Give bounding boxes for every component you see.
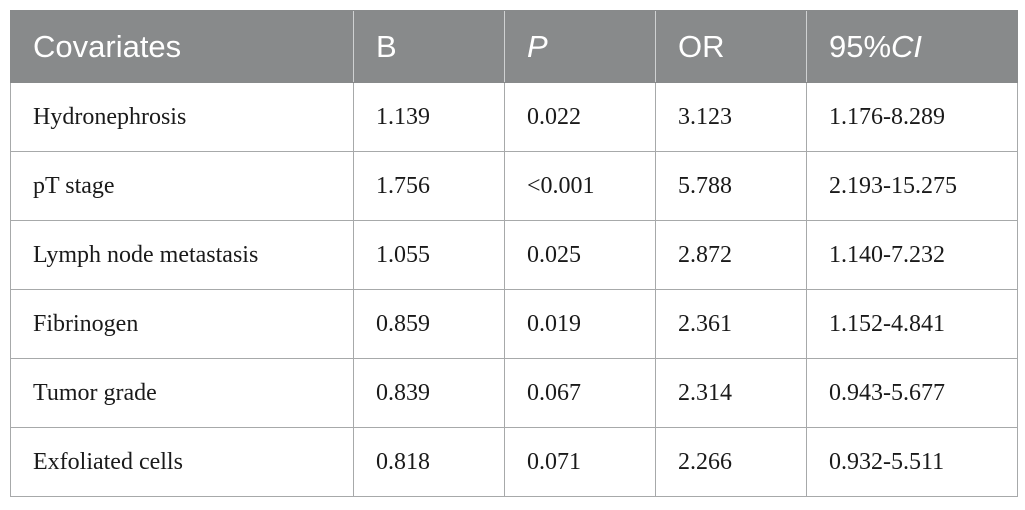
cell-covariate: Fibrinogen	[10, 289, 354, 359]
cell-p: 0.067	[504, 358, 656, 428]
cell-b: 0.859	[353, 289, 505, 359]
logistic-regression-table: Covariates B P OR 95%CI Hydronephrosis 1…	[10, 10, 1018, 497]
header-covariates: Covariates	[10, 10, 354, 83]
header-row: Covariates B P OR 95%CI	[10, 10, 1018, 83]
cell-or: 5.788	[655, 151, 807, 221]
cell-p: 0.022	[504, 82, 656, 152]
header-95ci: 95%CI	[806, 10, 1018, 83]
table-header: Covariates B P OR 95%CI	[10, 10, 1018, 83]
cell-ci: 2.193-15.275	[806, 151, 1018, 221]
cell-covariate: Lymph node metastasis	[10, 220, 354, 290]
table-row: Hydronephrosis 1.139 0.022 3.123 1.176-8…	[10, 82, 1018, 152]
header-95ci-prefix: 95%	[829, 28, 892, 64]
cell-b: 1.756	[353, 151, 505, 221]
cell-covariate: Hydronephrosis	[10, 82, 354, 152]
table-row: pT stage 1.756 <0.001 5.788 2.193-15.275	[10, 151, 1018, 221]
cell-ci: 0.932-5.511	[806, 427, 1018, 497]
cell-ci: 1.140-7.232	[806, 220, 1018, 290]
table-row: Lymph node metastasis 1.055 0.025 2.872 …	[10, 220, 1018, 290]
cell-ci: 1.176-8.289	[806, 82, 1018, 152]
cell-or: 2.872	[655, 220, 807, 290]
header-95ci-italic: CI	[891, 28, 923, 64]
cell-or: 2.266	[655, 427, 807, 497]
cell-p: <0.001	[504, 151, 656, 221]
cell-covariate: Tumor grade	[10, 358, 354, 428]
header-or: OR	[655, 10, 807, 83]
cell-b: 0.839	[353, 358, 505, 428]
table-body: Hydronephrosis 1.139 0.022 3.123 1.176-8…	[10, 82, 1018, 497]
cell-covariate: pT stage	[10, 151, 354, 221]
cell-p: 0.019	[504, 289, 656, 359]
cell-or: 3.123	[655, 82, 807, 152]
cell-ci: 1.152-4.841	[806, 289, 1018, 359]
cell-covariate: Exfoliated cells	[10, 427, 354, 497]
cell-or: 2.361	[655, 289, 807, 359]
cell-p: 0.025	[504, 220, 656, 290]
results-table-container: Covariates B P OR 95%CI Hydronephrosis 1…	[10, 10, 1018, 497]
cell-b: 1.139	[353, 82, 505, 152]
header-p: P	[504, 10, 656, 83]
table-row: Exfoliated cells 0.818 0.071 2.266 0.932…	[10, 427, 1018, 497]
table-row: Fibrinogen 0.859 0.019 2.361 1.152-4.841	[10, 289, 1018, 359]
cell-p: 0.071	[504, 427, 656, 497]
table-row: Tumor grade 0.839 0.067 2.314 0.943-5.67…	[10, 358, 1018, 428]
cell-ci: 0.943-5.677	[806, 358, 1018, 428]
cell-b: 0.818	[353, 427, 505, 497]
header-b: B	[353, 10, 505, 83]
cell-or: 2.314	[655, 358, 807, 428]
cell-b: 1.055	[353, 220, 505, 290]
